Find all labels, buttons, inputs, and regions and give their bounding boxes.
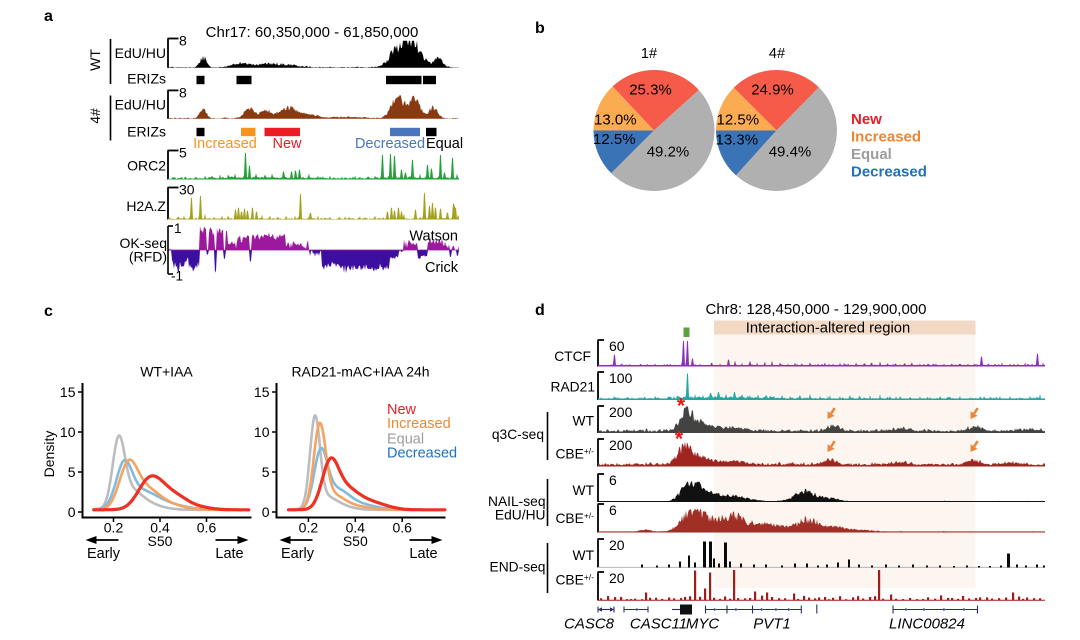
- svg-text:Chr8: 128,450,000 - 129,900,00: Chr8: 128,450,000 - 129,900,000: [705, 301, 926, 318]
- svg-text:4#: 4#: [87, 108, 103, 124]
- svg-text:4#: 4#: [769, 46, 785, 62]
- svg-text:New: New: [272, 136, 302, 152]
- svg-text:ERIZs: ERIZs: [127, 124, 166, 140]
- svg-text:CASC11: CASC11: [630, 616, 687, 633]
- svg-text:Equal: Equal: [851, 146, 892, 163]
- svg-text:0.2: 0.2: [104, 520, 124, 536]
- svg-text:0: 0: [262, 504, 270, 520]
- svg-text:CASC8: CASC8: [564, 616, 615, 633]
- svg-text:NAIL-seq: NAIL-seq: [488, 494, 546, 509]
- svg-text:END-seq: END-seq: [490, 560, 546, 575]
- svg-text:Early: Early: [87, 546, 121, 562]
- svg-text:LINC00824: LINC00824: [889, 616, 965, 633]
- svg-text:New: New: [851, 111, 882, 128]
- svg-text:25.3%: 25.3%: [629, 82, 672, 99]
- svg-text:OK-seq: OK-seq: [120, 235, 167, 251]
- svg-text:49.4%: 49.4%: [769, 144, 812, 161]
- svg-text:Increased: Increased: [193, 136, 257, 152]
- svg-text:0.4: 0.4: [346, 520, 366, 536]
- svg-text:5: 5: [179, 145, 187, 161]
- svg-text:H2A.Z: H2A.Z: [126, 198, 166, 214]
- svg-text:-1: -1: [171, 269, 183, 284]
- svg-text:WT: WT: [573, 414, 595, 429]
- svg-text:Late: Late: [409, 546, 437, 562]
- svg-text:MYC: MYC: [686, 616, 720, 633]
- svg-text:WT: WT: [87, 49, 103, 71]
- svg-text:10: 10: [254, 424, 270, 440]
- svg-text:5: 5: [68, 464, 76, 480]
- svg-text:Interaction-altered region: Interaction-altered region: [746, 321, 911, 337]
- svg-text:PVT1: PVT1: [753, 616, 791, 633]
- svg-text:(RFD): (RFD): [129, 249, 167, 265]
- svg-text:0.4: 0.4: [150, 520, 170, 536]
- svg-text:200: 200: [609, 437, 633, 453]
- svg-text:*: *: [675, 428, 684, 451]
- svg-text:Early: Early: [281, 546, 315, 562]
- svg-text:1#: 1#: [641, 46, 657, 62]
- svg-text:0.2: 0.2: [299, 520, 319, 536]
- svg-text:q3C-seq: q3C-seq: [492, 427, 544, 442]
- svg-text:RAD21: RAD21: [551, 380, 595, 395]
- svg-text:12.5%: 12.5%: [717, 112, 760, 129]
- svg-text:S50: S50: [148, 533, 173, 549]
- svg-text:Watson: Watson: [409, 229, 458, 245]
- svg-text:15: 15: [60, 384, 76, 400]
- svg-text:15: 15: [254, 384, 270, 400]
- svg-text:Chr17: 60,350,000 - 61,850,000: Chr17: 60,350,000 - 61,850,000: [206, 24, 419, 41]
- svg-text:Increased: Increased: [851, 129, 921, 146]
- svg-text:ERIZs: ERIZs: [127, 71, 166, 87]
- svg-text:New: New: [387, 402, 417, 418]
- svg-text:20: 20: [609, 570, 625, 586]
- svg-text:24.9%: 24.9%: [751, 82, 794, 99]
- svg-text:Decreased: Decreased: [387, 446, 457, 462]
- svg-text:a: a: [44, 8, 53, 25]
- svg-text:WT+IAA: WT+IAA: [140, 364, 193, 380]
- svg-text:100: 100: [609, 370, 633, 386]
- svg-text:Increased: Increased: [387, 416, 451, 432]
- svg-text:ORC2: ORC2: [127, 158, 166, 174]
- svg-text:Decreased: Decreased: [851, 164, 927, 181]
- svg-text:c: c: [44, 303, 53, 320]
- svg-text:Equal: Equal: [426, 136, 463, 152]
- svg-text:*: *: [677, 395, 686, 418]
- svg-text:12.5%: 12.5%: [593, 131, 636, 148]
- svg-text:b: b: [535, 20, 545, 37]
- svg-text:WT: WT: [573, 483, 595, 498]
- svg-text:13.3%: 13.3%: [716, 132, 759, 149]
- svg-text:d: d: [535, 302, 545, 319]
- svg-text:200: 200: [609, 404, 633, 420]
- svg-text:20: 20: [609, 537, 625, 553]
- svg-text:6: 6: [609, 502, 617, 518]
- svg-text:13.0%: 13.0%: [594, 112, 637, 129]
- svg-text:EdU/HU: EdU/HU: [115, 45, 166, 61]
- svg-text:60: 60: [609, 338, 625, 354]
- svg-text:49.2%: 49.2%: [647, 144, 690, 161]
- svg-text:EdU/HU: EdU/HU: [495, 508, 546, 523]
- svg-text:Equal: Equal: [387, 432, 424, 448]
- svg-text:30: 30: [179, 182, 195, 198]
- svg-text:10: 10: [60, 424, 76, 440]
- svg-text:Crick: Crick: [425, 260, 459, 276]
- svg-text:RAD21-mAC+IAA 24h: RAD21-mAC+IAA 24h: [291, 364, 429, 380]
- svg-text:6: 6: [609, 472, 617, 488]
- svg-text:8: 8: [179, 33, 187, 49]
- svg-text:5: 5: [262, 464, 270, 480]
- svg-text:CTCF: CTCF: [554, 349, 591, 364]
- svg-text:EdU/HU: EdU/HU: [115, 97, 166, 113]
- svg-text:Density: Density: [41, 431, 57, 478]
- svg-text:8: 8: [179, 84, 187, 100]
- svg-text:0.6: 0.6: [197, 520, 217, 536]
- svg-text:0.6: 0.6: [392, 520, 412, 536]
- svg-text:1: 1: [174, 221, 182, 236]
- svg-text:S50: S50: [343, 533, 368, 549]
- svg-text:Late: Late: [215, 546, 243, 562]
- svg-text:Decreased: Decreased: [355, 136, 425, 152]
- svg-text:0: 0: [68, 504, 76, 520]
- svg-text:WT: WT: [573, 548, 595, 563]
